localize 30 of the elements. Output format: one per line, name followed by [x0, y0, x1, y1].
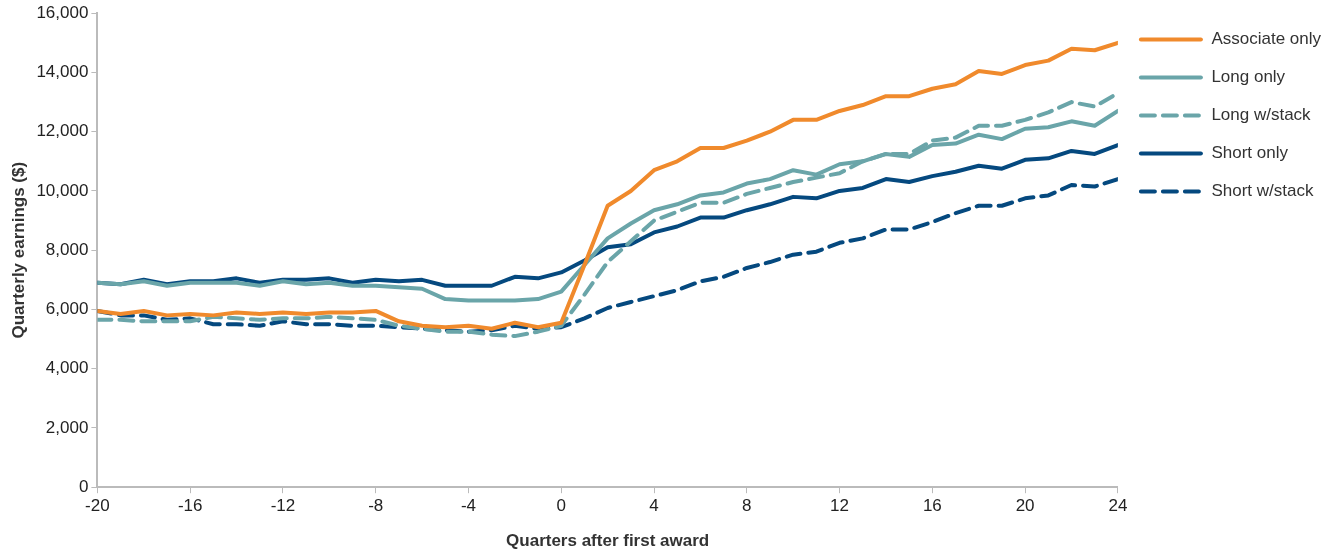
x-tick-label: 0 — [556, 496, 566, 516]
x-tick-label: -8 — [368, 496, 384, 516]
legend-label: Long only — [1211, 67, 1286, 87]
y-tick-label: 10,000 — [36, 180, 89, 200]
y-tick-label: 16,000 — [36, 2, 89, 22]
y-axis-title: Quarterly earnings ($) — [8, 161, 28, 339]
y-tick-label: 14,000 — [36, 62, 89, 82]
x-axis-title: Quarters after first award — [506, 531, 710, 551]
y-tick-label: 2,000 — [45, 417, 89, 437]
x-tick-label: -4 — [460, 496, 477, 516]
x-tick-label: 12 — [830, 496, 850, 516]
x-tick-label: 4 — [649, 496, 659, 516]
x-tick-label: -12 — [270, 496, 296, 516]
y-tick-label: 8,000 — [45, 239, 89, 259]
line-series — [97, 177, 1118, 334]
x-tick-label: -20 — [85, 496, 110, 516]
legend-label: Short only — [1211, 143, 1289, 163]
y-tick-label: 12,000 — [36, 121, 89, 141]
legend-label: Short w/stack — [1211, 181, 1314, 201]
y-tick-label: 6,000 — [45, 299, 89, 319]
x-tick-label: 8 — [742, 496, 752, 516]
legend-label: Associate only — [1211, 29, 1322, 49]
legend-label: Long w/stack — [1211, 105, 1312, 125]
x-tick-label: 16 — [922, 496, 942, 516]
x-tick-label: 20 — [1015, 496, 1035, 516]
y-tick-label: 0 — [78, 476, 89, 496]
y-tick-label: 4,000 — [45, 358, 89, 378]
x-tick-label: -16 — [177, 496, 203, 516]
line-series — [97, 91, 1118, 339]
x-tick-label: 24 — [1108, 496, 1128, 516]
